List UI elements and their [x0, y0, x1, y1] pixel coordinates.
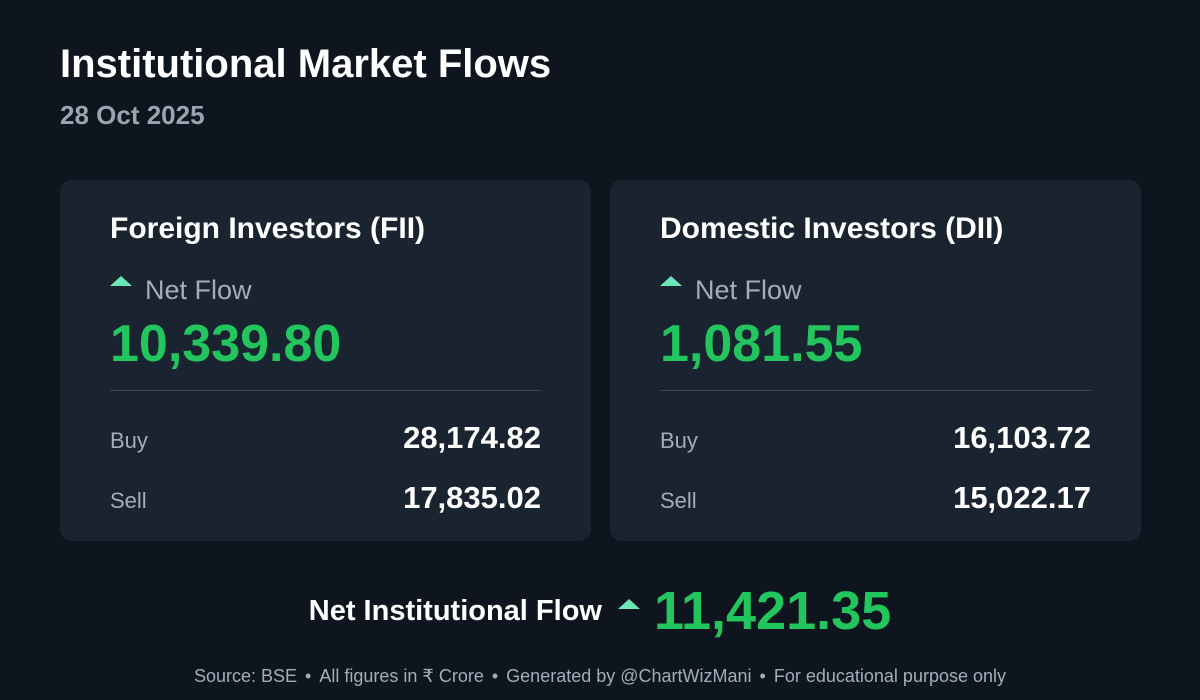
buy-value: 28,174.82	[403, 420, 541, 455]
separator: •	[305, 666, 312, 686]
net-value: 1,081.55	[660, 315, 863, 373]
net-value: 10,339.80	[110, 315, 342, 373]
card-title: Foreign Investors (FII)	[110, 212, 426, 245]
net-label: Net Flow	[145, 275, 252, 305]
date: 28 Oct 2025	[60, 100, 205, 130]
divider	[660, 390, 1091, 391]
separator: •	[491, 666, 499, 686]
fii-card: Foreign Investors (FII) Net Flow 10,339.…	[60, 180, 591, 541]
footer-item: Generated by @ChartWizMani	[506, 666, 752, 686]
divider	[110, 390, 541, 391]
footer-item: Source: BSE	[193, 666, 298, 686]
footer-item: All figures in ₹ Crore	[319, 666, 484, 686]
total-value: 11,421.35	[653, 581, 892, 641]
up-arrow	[660, 276, 682, 286]
footer: Source: BSE • All figures in ₹ Crore • Gener…	[0, 666, 1200, 687]
footer-item: For educational purpose only	[773, 666, 1007, 686]
up-arrow	[617, 599, 640, 609]
sell-value: 17,835.02	[403, 480, 541, 515]
sell-label: Sell	[110, 488, 147, 513]
buy-value: 16,103.72	[953, 420, 1091, 455]
separator: •	[759, 666, 766, 686]
card-title: Domestic Investors (DII)	[660, 212, 1004, 245]
net-label: Net Flow	[695, 275, 802, 305]
title: Institutional Market Flows	[60, 42, 552, 86]
buy-label: Buy	[660, 428, 698, 453]
total-label: Net Institutional Flow	[308, 594, 602, 627]
sell-label: Sell	[660, 488, 697, 513]
sell-value: 15,022.17	[953, 480, 1091, 515]
dii-card: Domestic Investors (DII) Net Flow 1,081.…	[610, 180, 1141, 541]
buy-label: Buy	[110, 428, 148, 453]
up-arrow	[110, 276, 132, 286]
total-row: Net Institutional Flow 11,421.35	[0, 580, 1200, 642]
